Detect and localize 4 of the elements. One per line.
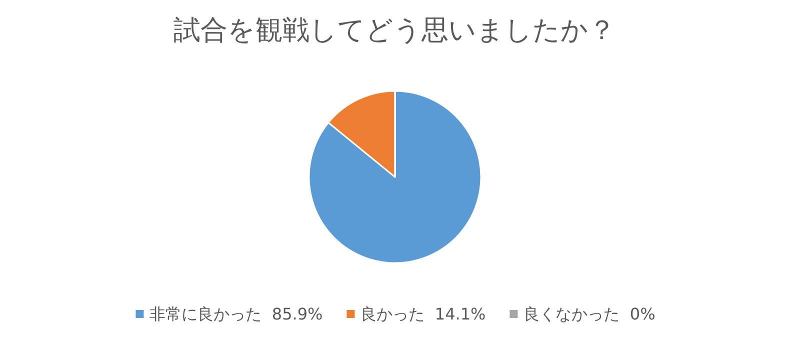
chart-title: 試合を観戦してどう思いましたか？ bbox=[174, 15, 616, 46]
legend-label: 良かった 14.1% bbox=[360, 304, 486, 324]
legend-label: 良くなかった 0% bbox=[524, 304, 656, 324]
legend-label: 非常に良かった 85.9% bbox=[150, 304, 323, 324]
